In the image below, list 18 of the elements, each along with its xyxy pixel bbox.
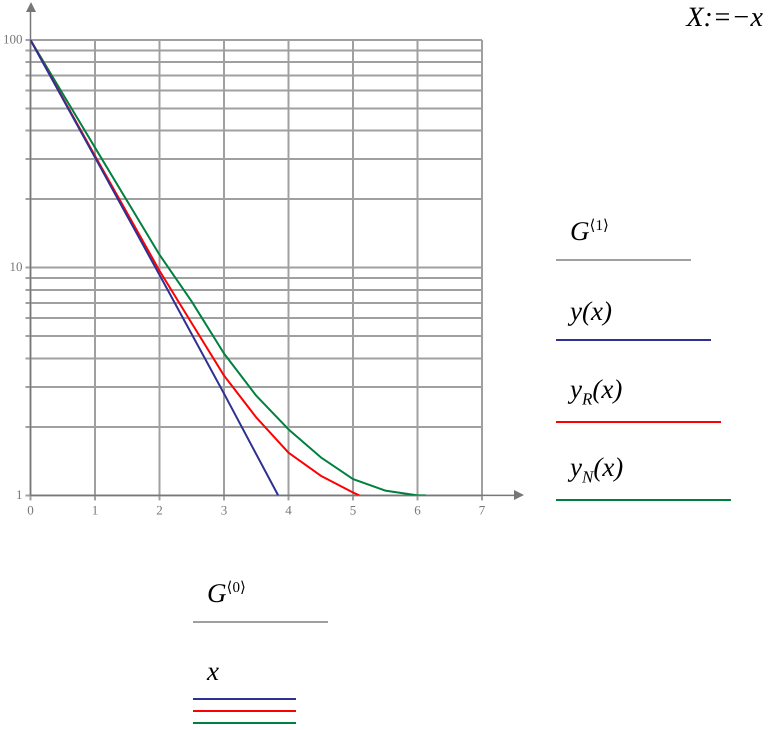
x-tick-label: 3 — [220, 502, 228, 518]
text: y$_{N}$(x) — [556, 452, 731, 502]
x-tick-label: 1 — [92, 502, 98, 518]
x-tick-label: 5 — [350, 502, 356, 518]
y-tick-label: 1 — [16, 486, 22, 502]
x-tick-label: 6 — [414, 502, 422, 518]
y-tick-label: 10 — [10, 259, 22, 274]
y-axis-title: G$^{⟨1⟩}$ — [556, 216, 691, 261]
text: x — [207, 656, 219, 686]
text: y(x) — [556, 296, 711, 341]
x-tick-label: 0 — [27, 502, 34, 518]
x-tick-label: 4 — [285, 502, 292, 518]
x-tick-label: 7 — [478, 502, 486, 518]
x-axis-title: G$^{⟨0⟩}$ — [193, 578, 328, 623]
y-tick-label: 100 — [3, 31, 22, 46]
x-tick-label: 2 — [156, 502, 163, 518]
text: X:=−x — [686, 2, 763, 34]
text: y$_{R}$(x) — [556, 374, 721, 424]
